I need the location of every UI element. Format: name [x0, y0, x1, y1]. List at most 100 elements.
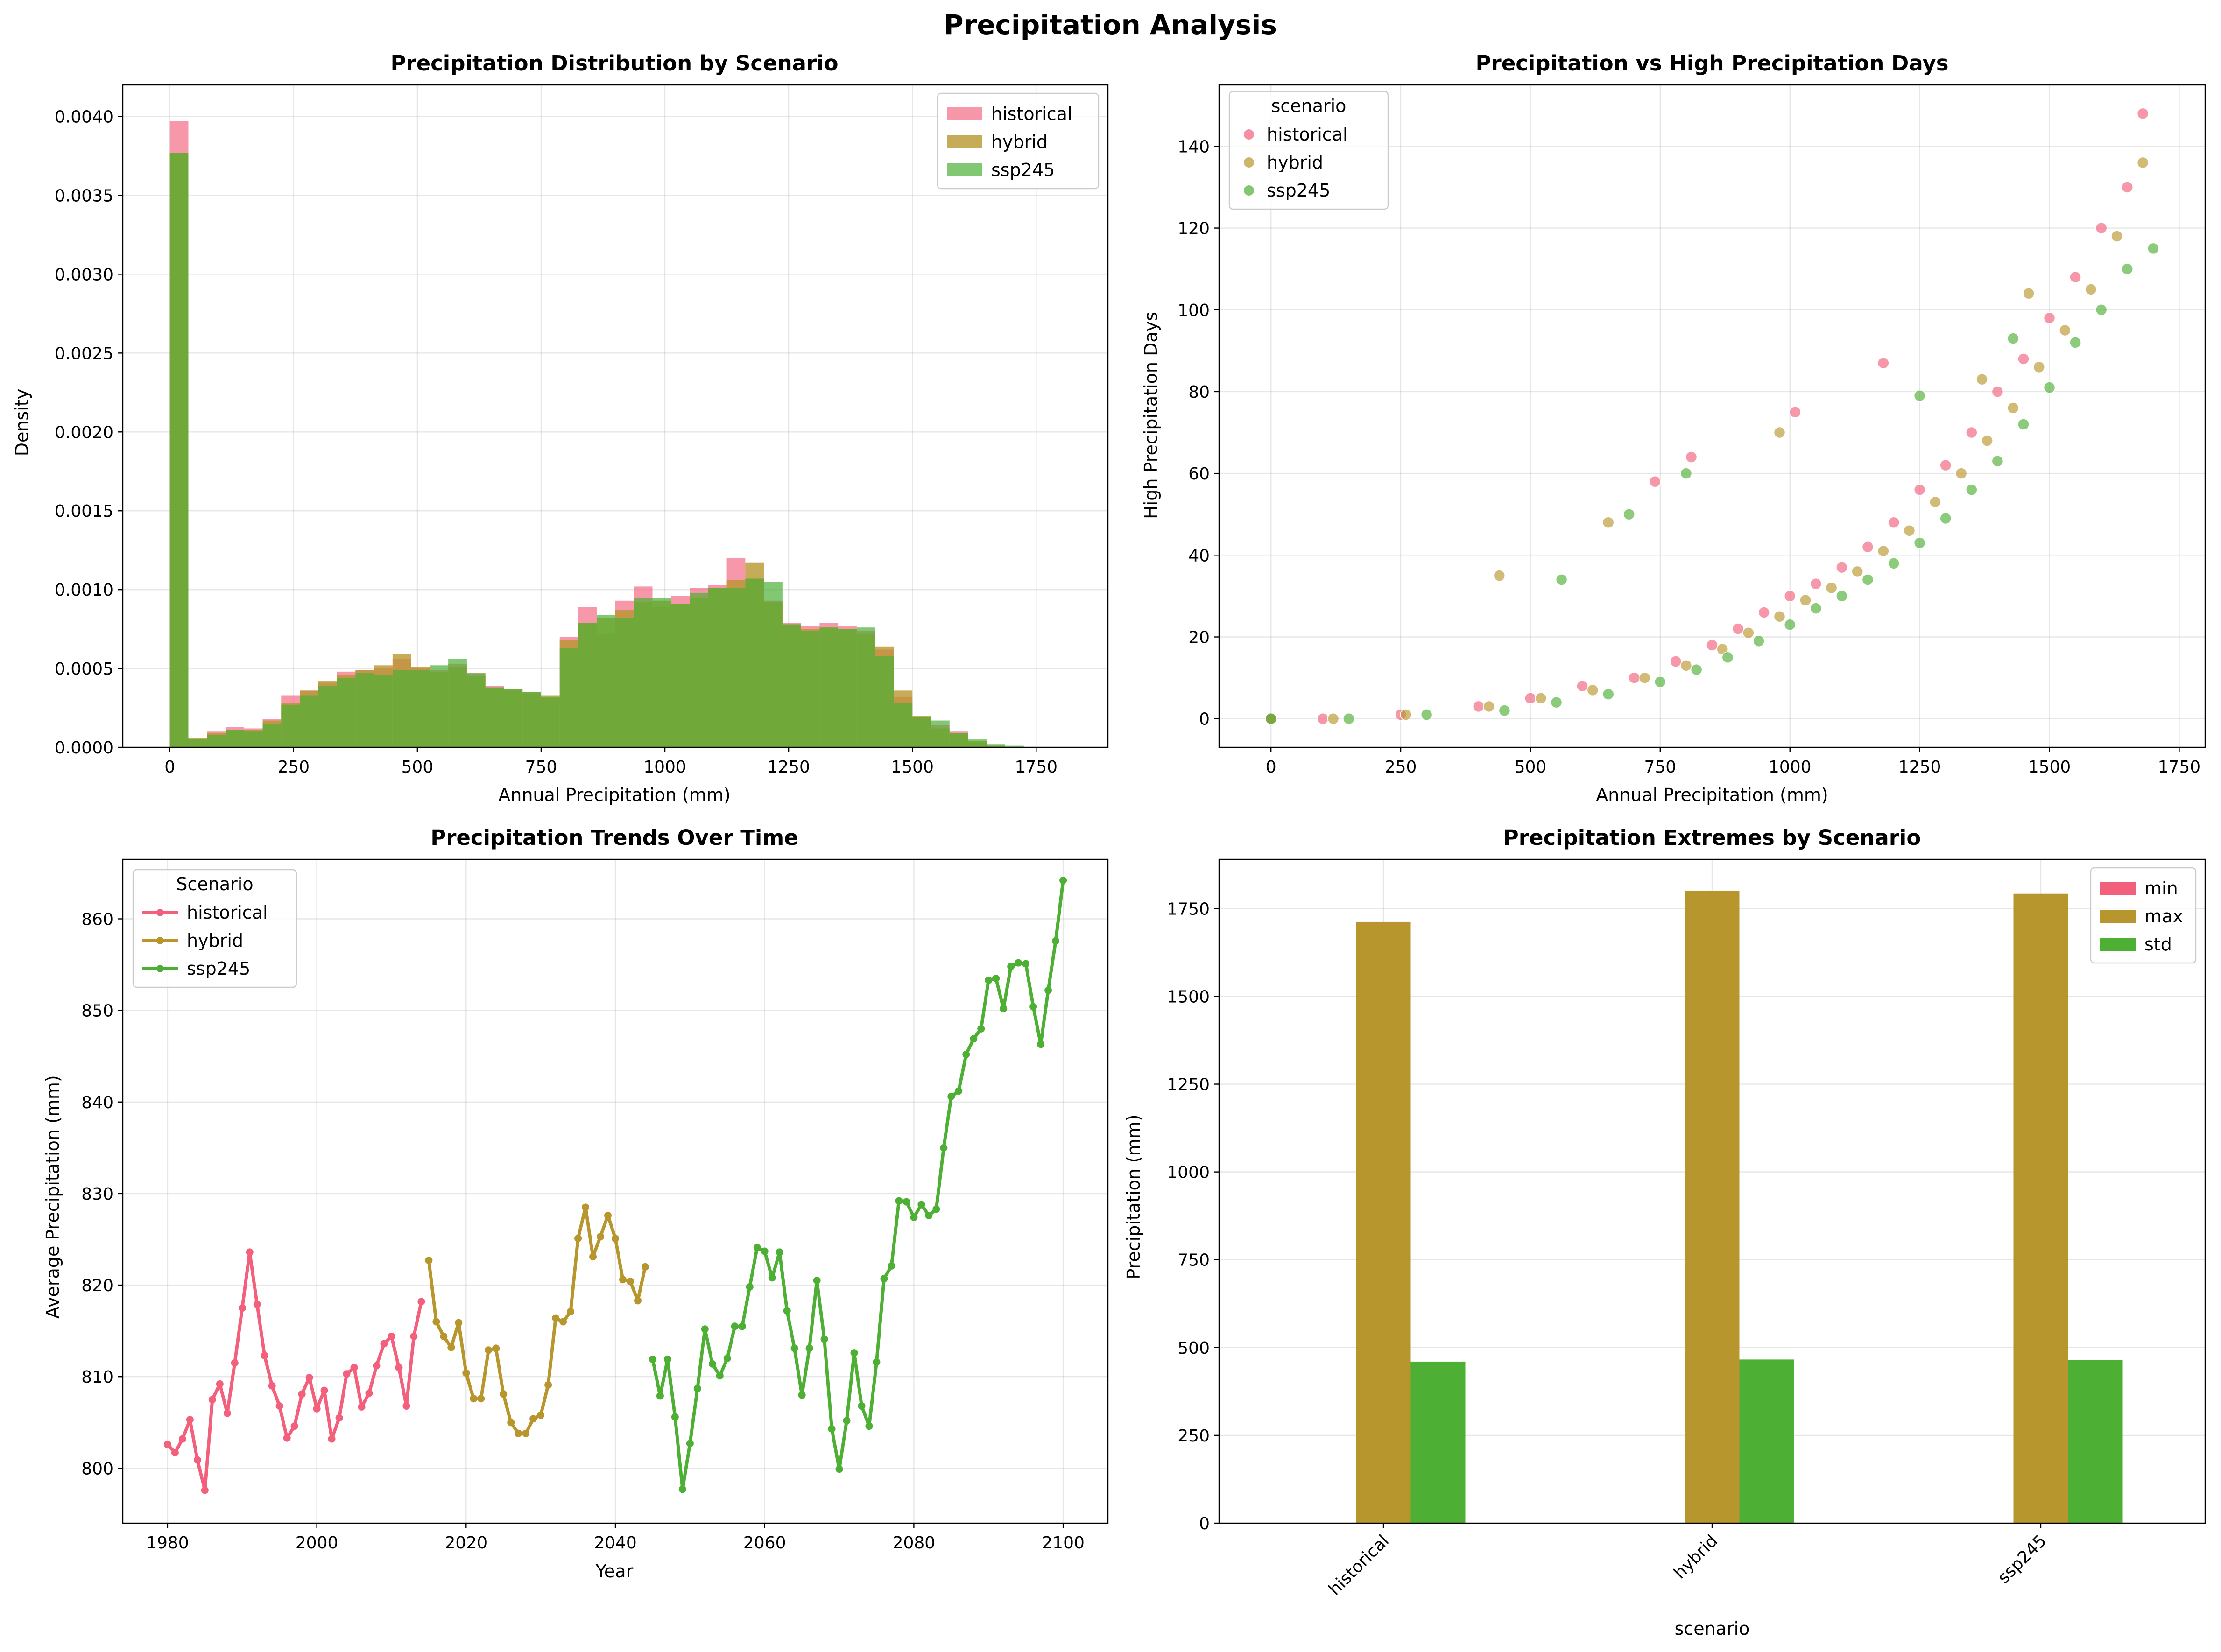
extremes-bar: [2068, 1360, 2123, 1523]
trend-point: [619, 1276, 627, 1284]
histogram-y-tick-label: 0.0035: [55, 187, 113, 206]
trend-series-historical: [163, 1248, 425, 1494]
trend-point: [947, 1092, 955, 1100]
histogram-bar: [801, 630, 820, 747]
trend-point: [529, 1415, 537, 1423]
trend-point: [1015, 959, 1022, 967]
scatter-point: [1861, 541, 1874, 553]
trend-point: [649, 1355, 656, 1363]
scatter-point: [1810, 602, 1822, 614]
histogram-bar: [485, 687, 504, 747]
histogram-bar: [838, 629, 857, 747]
histogram-bar: [169, 153, 189, 747]
trend-point: [1022, 960, 1030, 968]
scatter-point: [1628, 672, 1641, 684]
histogram-legend-label: hybrid: [991, 132, 1048, 152]
extremes-legend-label: min: [2144, 878, 2178, 899]
trend-point: [589, 1253, 597, 1261]
trend-point: [656, 1392, 664, 1400]
trend-point: [507, 1419, 515, 1427]
trend-y-tick-label: 850: [81, 1002, 113, 1021]
scatter-legend-marker: [1244, 129, 1254, 140]
scatter-point: [1789, 406, 1801, 418]
scatter-point: [1810, 577, 1822, 590]
histogram-bar: [262, 724, 282, 747]
trend-series-ssp245: [649, 877, 1067, 1493]
extremes-legend-swatch: [2100, 910, 2136, 923]
extremes-y-tick-label: 1000: [1167, 1163, 1210, 1182]
histogram-bar: [504, 689, 523, 747]
scatter-x-tick-label: 250: [1385, 758, 1417, 777]
scatter-point: [1851, 565, 1863, 578]
scatter-x-tick-label: 1750: [2158, 758, 2201, 777]
scatter-point: [1888, 557, 1900, 569]
trend-point: [932, 1205, 940, 1213]
extremes-title: Precipitation Extremes by Scenario: [1503, 825, 1921, 850]
trend-point: [193, 1456, 201, 1464]
extremes-legend-swatch: [2100, 938, 2136, 951]
scatter-point: [1836, 590, 1848, 602]
extremes-legend-label: std: [2144, 934, 2172, 955]
scatter-point: [1903, 525, 1916, 537]
histogram-y-tick-label: 0.0010: [55, 581, 113, 600]
histogram-bar: [318, 686, 337, 747]
histogram-bar: [726, 588, 746, 747]
scatter-point: [2033, 361, 2045, 373]
trend-legend-marker: [156, 909, 164, 916]
scatter-point: [2095, 222, 2108, 234]
scatter-point: [2017, 418, 2030, 430]
extremes-bar: [1356, 921, 1411, 1523]
scatter-point: [1877, 357, 1890, 369]
scatter-point: [1939, 512, 1952, 525]
scatter-point: [1576, 680, 1588, 692]
histogram-bar: [300, 695, 318, 747]
scatter-x-axis-label: Annual Precipitation (mm): [1596, 785, 1828, 805]
trend-x-tick-label: 2080: [893, 1533, 936, 1553]
extremes-x-tick-label: historical: [1325, 1531, 1393, 1599]
scatter-panel: Precipitation vs High Precipitation Days…: [1141, 51, 2206, 805]
scatter-point: [2085, 283, 2097, 295]
trend-point: [783, 1307, 791, 1315]
trend-point: [328, 1435, 336, 1443]
histogram-bar: [522, 692, 541, 747]
trend-point: [597, 1233, 605, 1241]
scatter-axes-frame: [1218, 84, 2206, 748]
scatter-y-tick-label: 60: [1188, 464, 1210, 484]
scatter-point: [1929, 496, 1941, 508]
trend-point: [925, 1211, 933, 1219]
trend-point: [402, 1402, 410, 1410]
histogram-bar: [355, 673, 374, 747]
scatter-point: [1555, 574, 1568, 586]
trend-point: [790, 1344, 798, 1352]
scatter-point: [1327, 712, 1340, 725]
trend-point: [201, 1486, 209, 1494]
trend-point: [567, 1308, 575, 1315]
extremes-x-tick-label: hybrid: [1670, 1531, 1721, 1582]
histogram-series-ssp245: [169, 153, 1024, 747]
trend-x-tick-label: 2020: [444, 1533, 487, 1553]
trend-point: [544, 1381, 552, 1389]
scatter-point: [1400, 709, 1412, 721]
trend-point: [1052, 937, 1060, 945]
trend-point: [275, 1402, 283, 1410]
trend-point: [559, 1318, 567, 1326]
trend-point: [686, 1440, 694, 1448]
figure-title: Precipitation Analysis: [944, 9, 1277, 41]
scatter-point: [2095, 304, 2108, 316]
scatter-y-tick-label: 100: [1177, 301, 1210, 320]
scatter-point: [2023, 287, 2035, 300]
scatter-point: [1524, 692, 1537, 704]
trend-point: [716, 1372, 724, 1380]
histogram-bar: [430, 665, 449, 747]
trend-point: [425, 1257, 433, 1265]
trend-point: [298, 1390, 306, 1398]
trend-point: [388, 1332, 395, 1340]
trend-point: [462, 1369, 470, 1377]
scatter-point: [1861, 574, 1874, 586]
scatter-y-tick-label: 120: [1177, 219, 1210, 239]
histogram-x-tick-label: 1500: [891, 758, 934, 777]
trend-legend-label: hybrid: [187, 930, 243, 951]
trend-legend-label: ssp245: [187, 958, 250, 979]
scatter-series-historical: [1265, 107, 2149, 725]
trend-point: [992, 974, 1000, 982]
